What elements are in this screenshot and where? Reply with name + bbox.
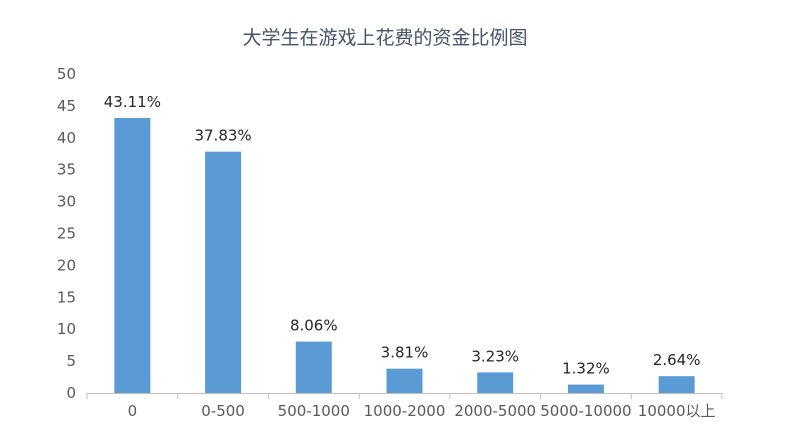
y-tick-label: 30 [57,193,76,211]
bar-data-label: 2.64% [653,351,701,369]
x-category-label: 0-500 [201,402,245,420]
bar-data-label: 37.83% [194,127,251,145]
bar [477,372,514,393]
x-axis: 0 0-500 500-1000 1000-2000 2000-5000 5000-100… [86,393,723,420]
y-tick-label: 45 [57,97,76,115]
y-tick-label: 50 [57,65,76,83]
x-category-label: 1000-2000 [364,402,446,420]
y-tick-label: 40 [57,129,76,147]
chart-title: 大学生在游戏上花费的资金比例图 [242,27,527,49]
y-tick-label: 10 [57,320,76,338]
bar-data-label: 3.23% [471,347,519,365]
bar-data-label: 3.81% [381,344,429,362]
x-category-label: 0 [128,402,138,420]
y-tick-label: 35 [57,161,76,179]
bar [567,384,604,393]
x-category-label: 10000以上 [638,402,716,420]
bar-data-label: 8.06% [290,317,338,335]
y-tick-label: 5 [66,352,76,370]
y-tick-label: 25 [57,225,76,243]
y-tick-label: 0 [66,384,76,402]
x-category-label: 2000-5000 [454,402,536,420]
bar-series [114,117,695,394]
bar [295,341,332,393]
bar-data-label: 43.11% [104,93,161,111]
bar [205,151,242,393]
x-category-label: 5000-10000 [540,402,631,420]
bar [658,376,695,393]
y-axis: 0 5 10 15 20 25 30 35 40 45 50 [57,65,76,402]
bar [114,117,151,394]
bar-data-label: 1.32% [562,360,610,378]
bar [386,368,423,393]
x-category-label: 500-1000 [278,402,350,420]
y-tick-label: 20 [57,256,76,274]
data-labels: 43.11% 37.83% 8.06% 3.81% 3.23% 1.32% 2.64% [104,93,701,378]
y-tick-label: 15 [57,288,76,306]
